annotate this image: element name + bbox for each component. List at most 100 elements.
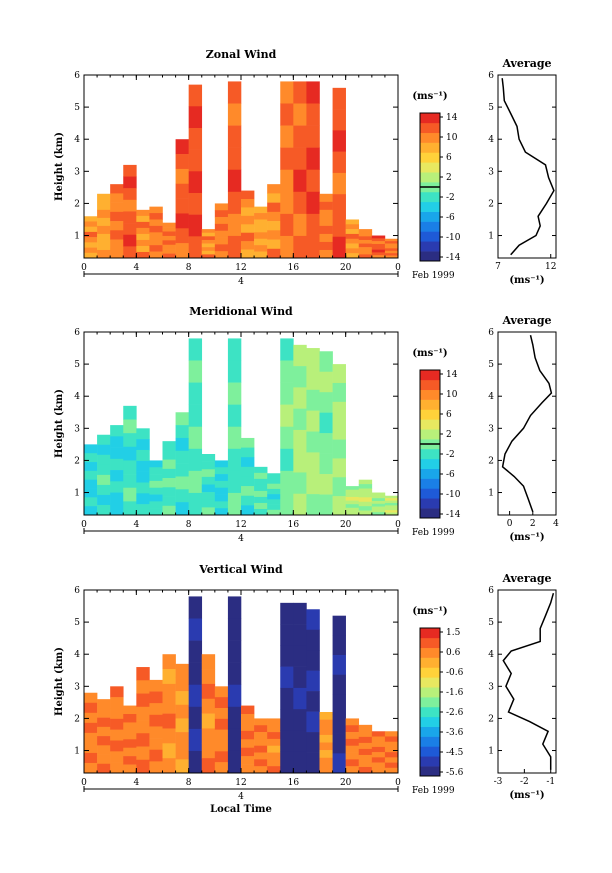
heat-cell xyxy=(371,503,386,507)
profile-title: Average xyxy=(501,314,551,327)
heat-cell xyxy=(123,756,137,765)
heat-cell xyxy=(371,512,386,516)
heat-cell xyxy=(84,762,98,774)
x-tick-label: 0 xyxy=(81,520,87,530)
heat-cell xyxy=(254,759,268,767)
heat-cell xyxy=(371,736,386,742)
profile-y-tick-label: 5 xyxy=(488,103,494,113)
profile-y-tick-label: 4 xyxy=(488,135,494,145)
heat-cell xyxy=(97,464,111,476)
colorbar-cell xyxy=(420,746,440,757)
profile-x-tick-label: 2 xyxy=(530,519,536,529)
heat-cell xyxy=(306,348,320,370)
heat-cell xyxy=(345,507,360,512)
heat-cell xyxy=(254,752,268,760)
heat-cell xyxy=(84,488,98,498)
heat-cell xyxy=(371,238,386,242)
heat-cell xyxy=(84,231,98,238)
heat-cell xyxy=(201,476,216,485)
heat-cell xyxy=(384,498,399,501)
heat-cell xyxy=(84,247,98,254)
heat-cell xyxy=(149,238,163,246)
heat-cell xyxy=(241,190,255,200)
profile-frame xyxy=(497,74,557,259)
heat-cell xyxy=(227,169,242,193)
heat-cell xyxy=(97,754,111,765)
profile-x-tick-label: 12 xyxy=(545,262,556,272)
heat-cell xyxy=(201,654,216,670)
colorbar-cell xyxy=(420,667,440,678)
heat-cell xyxy=(136,215,150,223)
profile-y-tick-label: 2 xyxy=(488,199,494,209)
colorbar-unit: (ms⁻¹) xyxy=(412,606,447,617)
heat-cell xyxy=(384,510,399,513)
heat-cell xyxy=(267,752,281,760)
heat-cell xyxy=(371,752,386,758)
heat-cell xyxy=(201,758,216,774)
heat-cell xyxy=(306,452,320,474)
colorbar-cell xyxy=(420,726,440,737)
colorbar-cell xyxy=(420,162,440,173)
colorbar-cell xyxy=(420,766,440,777)
heat-cell xyxy=(267,239,281,250)
heat-cell xyxy=(371,500,386,505)
heat-cell xyxy=(306,732,320,753)
heat-cell xyxy=(293,751,307,774)
heat-cell xyxy=(227,596,242,619)
heat-cell xyxy=(371,235,386,239)
heat-cell xyxy=(358,484,373,489)
heat-cell xyxy=(123,714,137,723)
x-tick-label: 4 xyxy=(133,263,139,273)
colorbar-cell xyxy=(420,478,440,489)
heat-cell xyxy=(384,507,399,511)
heat-cell xyxy=(319,392,333,413)
heat-cell xyxy=(110,436,124,448)
heat-cell xyxy=(332,364,346,384)
heat-cell xyxy=(345,219,360,225)
y-tick-label: 2 xyxy=(74,456,80,466)
heat-cell xyxy=(384,495,399,499)
heat-cell xyxy=(254,472,268,480)
heat-cell xyxy=(227,470,242,494)
heat-cell xyxy=(280,81,294,104)
colorbar-cell xyxy=(420,389,440,400)
day-label: 4 xyxy=(238,792,244,802)
heat-cell xyxy=(136,746,150,761)
heat-cell xyxy=(84,479,98,489)
heat-cell xyxy=(136,733,150,747)
heat-cell xyxy=(123,211,137,224)
y-tick-label: 6 xyxy=(74,71,80,81)
heat-cell xyxy=(214,686,229,698)
heat-cell xyxy=(267,504,281,511)
heat-cell xyxy=(201,743,216,759)
heat-cell xyxy=(123,446,137,461)
colorbar-cell xyxy=(420,706,440,718)
heat-cell xyxy=(293,493,307,516)
colorbar-tick-label: 0.6 xyxy=(446,648,461,658)
heat-cell xyxy=(123,487,137,502)
heat-cell xyxy=(384,250,399,254)
heat-cell xyxy=(332,714,346,734)
heat-cell xyxy=(254,245,268,252)
heat-cell xyxy=(97,717,111,728)
heat-cell xyxy=(384,731,399,737)
date-label: Feb 1999 xyxy=(412,786,455,796)
heat-cell xyxy=(293,191,307,215)
heat-cell xyxy=(188,338,203,361)
heat-cell xyxy=(188,382,203,405)
heat-cell xyxy=(306,431,320,453)
heat-cell xyxy=(188,750,203,774)
heat-cell xyxy=(136,209,150,217)
profile-y-tick-label: 1 xyxy=(488,489,494,499)
heat-cell xyxy=(136,720,150,734)
heat-cell xyxy=(384,241,399,244)
heat-cell xyxy=(188,728,203,752)
heat-cell xyxy=(254,732,268,740)
heat-cell xyxy=(214,467,229,475)
heat-cell xyxy=(358,229,373,234)
heat-cell xyxy=(332,130,346,152)
heat-cell xyxy=(306,125,320,148)
heat-cell xyxy=(371,498,386,502)
heat-cell xyxy=(227,382,242,405)
heat-cell xyxy=(332,87,346,110)
